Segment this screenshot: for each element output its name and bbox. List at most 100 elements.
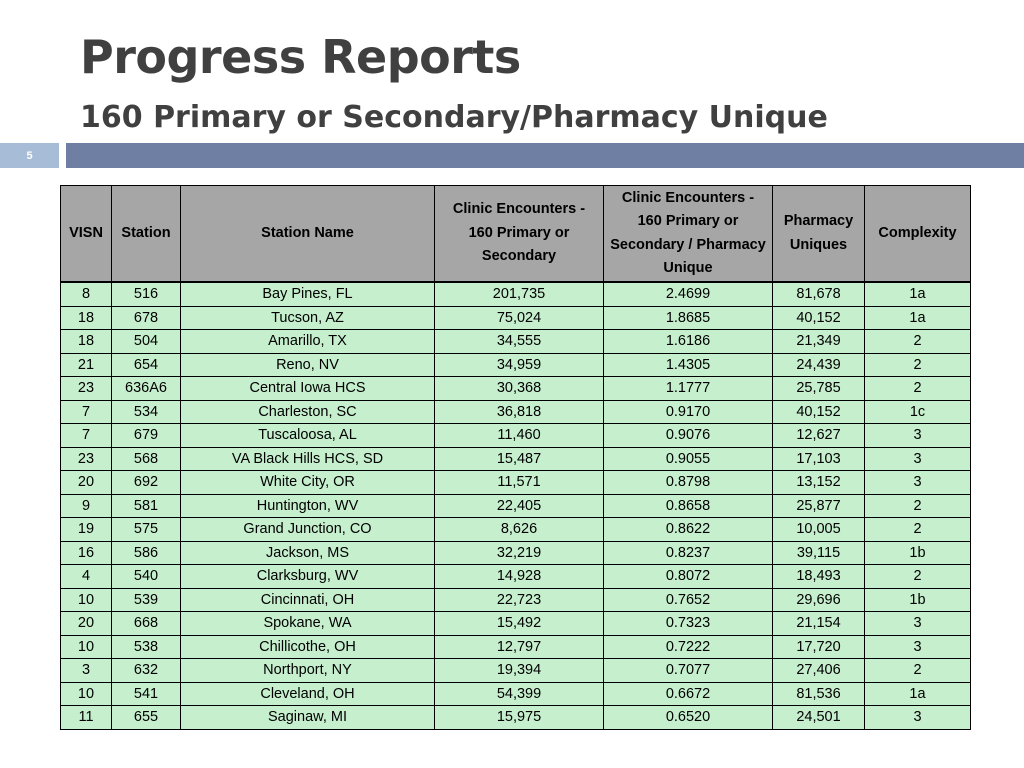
station-name-cell: White City, OR (180, 470, 435, 495)
pharmacy-uniques-cell: 27,406 (772, 658, 865, 683)
station-cell: 539 (111, 587, 181, 612)
pharmacy-uniques-cell: 25,877 (772, 493, 865, 518)
ratio-cell: 1.4305 (603, 352, 773, 377)
complexity-cell: 1b (864, 587, 971, 612)
ratio-cell: 0.6520 (603, 705, 773, 730)
pharmacy-uniques-cell: 24,439 (772, 352, 865, 377)
ratio-cell: 1.8685 (603, 305, 773, 330)
slide-number: 5 (0, 143, 59, 168)
complexity-cell: 2 (864, 329, 971, 354)
station-name-cell: Bay Pines, FL (180, 281, 435, 307)
station-cell: 655 (111, 705, 181, 730)
visn-cell: 16 (60, 540, 112, 565)
station-cell: 678 (111, 305, 181, 330)
ratio-cell: 0.8237 (603, 540, 773, 565)
table-row: 23 568 VA Black Hills HCS, SD 15,487 0.9055 1… (60, 446, 971, 471)
visn-cell: 19 (60, 517, 112, 542)
pharmacy-uniques-cell: 12,627 (772, 423, 865, 448)
station-name-cell: Amarillo, TX (180, 329, 435, 354)
ratio-cell: 1.6186 (603, 329, 773, 354)
clinic-encounters-cell: 36,818 (434, 399, 604, 424)
clinic-encounters-cell: 30,368 (434, 376, 604, 401)
clinic-encounters-cell: 15,975 (434, 705, 604, 730)
clinic-encounters-cell: 11,460 (434, 423, 604, 448)
station-cell: 568 (111, 446, 181, 471)
visn-cell: 21 (60, 352, 112, 377)
pharmacy-uniques-cell: 81,678 (772, 281, 865, 307)
pharmacy-uniques-cell: 21,154 (772, 611, 865, 636)
complexity-cell: 3 (864, 446, 971, 471)
pharmacy-uniques-cell: 18,493 (772, 564, 865, 589)
station-cell: 541 (111, 681, 181, 706)
station-cell: 692 (111, 470, 181, 495)
ratio-cell: 0.7652 (603, 587, 773, 612)
pharmacy-uniques-cell: 24,501 (772, 705, 865, 730)
table-row: 18 678 Tucson, AZ 75,024 1.8685 40,152 1a (60, 305, 971, 330)
station-cell: 504 (111, 329, 181, 354)
visn-cell: 23 (60, 446, 112, 471)
clinic-encounters-cell: 201,735 (434, 281, 604, 307)
station-cell: 540 (111, 564, 181, 589)
complexity-cell: 1b (864, 540, 971, 565)
station-name-cell: Chillicothe, OH (180, 634, 435, 659)
ratio-cell: 2.4699 (603, 281, 773, 307)
column-header-station: Station (111, 185, 181, 283)
clinic-encounters-cell: 14,928 (434, 564, 604, 589)
complexity-cell: 3 (864, 423, 971, 448)
ratio-cell: 0.9170 (603, 399, 773, 424)
station-cell: 575 (111, 517, 181, 542)
clinic-encounters-cell: 15,487 (434, 446, 604, 471)
pharmacy-uniques-cell: 29,696 (772, 587, 865, 612)
pharmacy-uniques-cell: 13,152 (772, 470, 865, 495)
ratio-cell: 0.8622 (603, 517, 773, 542)
table-row: 10 538 Chillicothe, OH 12,797 0.7222 17,720 3 (60, 634, 971, 659)
station-cell: 534 (111, 399, 181, 424)
visn-cell: 7 (60, 399, 112, 424)
pharmacy-uniques-cell: 17,103 (772, 446, 865, 471)
ratio-cell: 1.1777 (603, 376, 773, 401)
column-header-station-name: Station Name (180, 185, 435, 283)
station-name-cell: Clarksburg, WV (180, 564, 435, 589)
visn-cell: 3 (60, 658, 112, 683)
ratio-cell: 0.7077 (603, 658, 773, 683)
ratio-cell: 0.8072 (603, 564, 773, 589)
pharmacy-uniques-cell: 21,349 (772, 329, 865, 354)
ratio-cell: 0.8798 (603, 470, 773, 495)
table-row: 7 534 Charleston, SC 36,818 0.9170 40,152 1c (60, 399, 971, 424)
complexity-cell: 1c (864, 399, 971, 424)
table-row: 9 581 Huntington, WV 22,405 0.8658 25,877 2 (60, 493, 971, 518)
table-row: 3 632 Northport, NY 19,394 0.7077 27,406 2 (60, 658, 971, 683)
table-row: 4 540 Clarksburg, WV 14,928 0.8072 18,493 2 (60, 564, 971, 589)
clinic-encounters-cell: 75,024 (434, 305, 604, 330)
clinic-encounters-cell: 19,394 (434, 658, 604, 683)
station-name-cell: Tucson, AZ (180, 305, 435, 330)
station-cell: 654 (111, 352, 181, 377)
station-name-cell: Jackson, MS (180, 540, 435, 565)
clinic-encounters-cell: 22,723 (434, 587, 604, 612)
complexity-cell: 3 (864, 705, 971, 730)
column-header-pharmacy-uniques: Pharmacy Uniques (772, 185, 865, 283)
pharmacy-uniques-cell: 25,785 (772, 376, 865, 401)
station-name-cell: Tuscaloosa, AL (180, 423, 435, 448)
station-name-cell: Charleston, SC (180, 399, 435, 424)
table-row: 8 516 Bay Pines, FL 201,735 2.4699 81,678 1a (60, 281, 971, 307)
visn-cell: 10 (60, 587, 112, 612)
station-name-cell: Grand Junction, CO (180, 517, 435, 542)
station-name-cell: VA Black Hills HCS, SD (180, 446, 435, 471)
table-row: 16 586 Jackson, MS 32,219 0.8237 39,115 1b (60, 540, 971, 565)
column-header-encounters-per-pharmacy-unique: Clinic Encounters - 160 Primary or Secon… (603, 185, 773, 283)
complexity-cell: 2 (864, 564, 971, 589)
table-row: 10 541 Cleveland, OH 54,399 0.6672 81,536 1a (60, 681, 971, 706)
complexity-cell: 2 (864, 493, 971, 518)
pharmacy-uniques-cell: 40,152 (772, 305, 865, 330)
visn-cell: 18 (60, 329, 112, 354)
station-name-cell: Saginaw, MI (180, 705, 435, 730)
table-row: 20 692 White City, OR 11,571 0.8798 13,152 3 (60, 470, 971, 495)
ratio-cell: 0.7222 (603, 634, 773, 659)
visn-cell: 8 (60, 281, 112, 307)
station-cell: 586 (111, 540, 181, 565)
header-accent-bar (66, 143, 1024, 168)
complexity-cell: 3 (864, 611, 971, 636)
pharmacy-uniques-cell: 81,536 (772, 681, 865, 706)
clinic-encounters-cell: 11,571 (434, 470, 604, 495)
